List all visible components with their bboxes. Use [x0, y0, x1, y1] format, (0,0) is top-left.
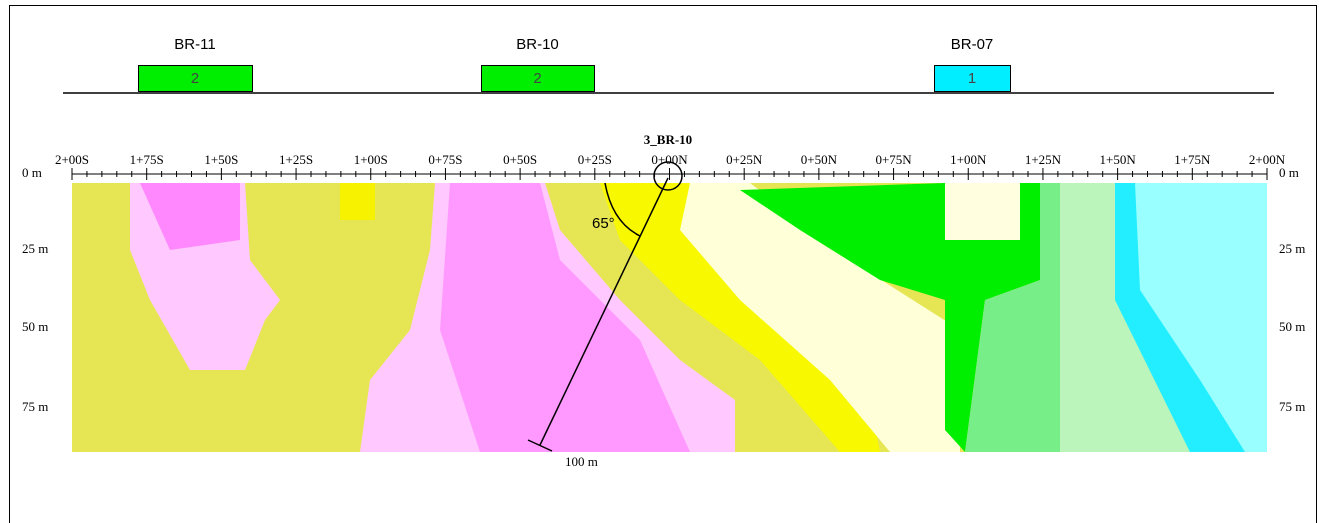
borehole-trace: [527, 161, 683, 452]
station-label: 0+75S: [428, 152, 462, 167]
station-label: 1+50N: [1100, 152, 1137, 167]
borehole-count: 2: [191, 70, 199, 87]
borehole-box: [138, 65, 253, 92]
station-label: 0+50S: [503, 152, 537, 167]
station-label: 1+00S: [354, 152, 388, 167]
station-label: 0+50N: [801, 152, 838, 167]
station-label: 2+00N: [1249, 152, 1286, 167]
borehole-box: [481, 65, 595, 92]
station-label: 2+00S: [55, 152, 89, 167]
station-label: 1+25N: [1025, 152, 1062, 167]
hole-length: 100 m: [565, 454, 598, 469]
depth-label-left: 50 m: [22, 319, 48, 334]
depth-label-left: 25 m: [22, 241, 48, 256]
borehole-count: 2: [533, 70, 541, 87]
dip-angle: 65°: [592, 215, 615, 232]
station-label: 1+00N: [950, 152, 987, 167]
depth-label-right: 0 m: [1279, 165, 1299, 180]
borehole-label: BR-10: [516, 36, 559, 53]
depth-label-left: 0 m: [22, 165, 42, 180]
borehole-box: [934, 65, 1011, 92]
borehole-label: BR-07: [951, 36, 994, 53]
depth-label-left: 75 m: [22, 399, 48, 414]
station-label: 1+50S: [204, 152, 238, 167]
section-title: 3_BR-10: [644, 132, 692, 147]
station-label: 1+75S: [130, 152, 164, 167]
depth-label-right: 75 m: [1279, 399, 1305, 414]
station-label: 0+75N: [875, 152, 912, 167]
depth-label-right: 50 m: [1279, 319, 1305, 334]
borehole-count: 1: [968, 70, 976, 87]
station-label: 0+25N: [726, 152, 763, 167]
depth-label-right: 25 m: [1279, 241, 1305, 256]
station-label: 1+25S: [279, 152, 313, 167]
station-label: 0+25S: [578, 152, 612, 167]
station-label: 0+00N: [651, 152, 688, 167]
resistivity-section: [72, 183, 1267, 452]
station-label: 1+75N: [1174, 152, 1211, 167]
borehole-label: BR-11: [174, 36, 215, 53]
